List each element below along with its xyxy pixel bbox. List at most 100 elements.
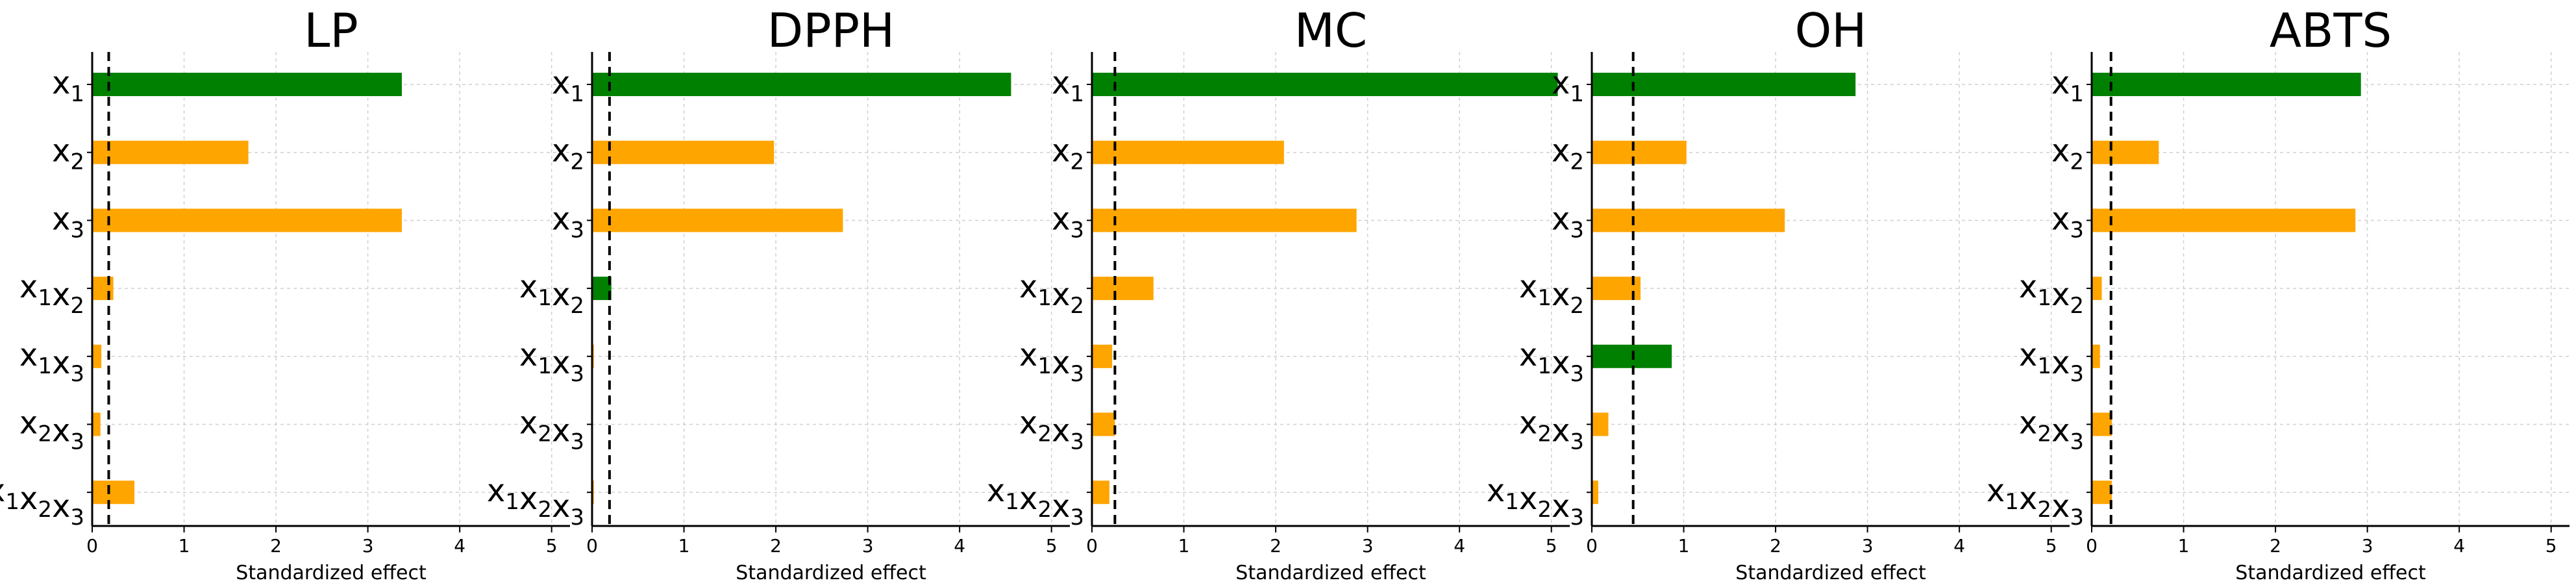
bar-mc-5 [1092,344,1113,368]
bar-abts-1 [2092,73,2361,96]
y-tick-label: x1 [552,65,584,107]
y-tick-label: x2 [2051,133,2084,175]
bar-mc-1 [1092,73,1558,96]
y-tick-label: x1x2 [2019,269,2084,319]
y-tick-label: x3 [1052,201,1084,243]
x-tick-label: 0 [586,535,598,556]
panel-title: LP [304,3,358,58]
bar-abts-2 [2092,140,2159,164]
y-tick-label: x1x3 [2019,337,2084,387]
x-tick-label: 5 [1546,535,1557,556]
y-tick-label: x2x3 [19,405,84,455]
panel-title: ABTS [2270,3,2392,58]
y-tick-label: x1x2 [1519,269,1584,319]
x-tick-label: 4 [1454,535,1465,556]
x-tick-label: 3 [362,535,374,556]
x-tick-label: 1 [1178,535,1190,556]
y-tick-label: x1 [2051,65,2084,107]
x-axis-label: Standardized effect [736,562,926,584]
bar-oh-7 [1592,481,1598,505]
x-tick-label: 2 [270,535,282,556]
bar-mc-7 [1092,481,1109,505]
bar-abts-7 [2092,481,2112,505]
y-tick-label: x1x3 [1019,337,1084,387]
y-tick-label: x2x3 [1519,405,1584,455]
y-tick-label: x1x2x3 [0,473,84,531]
x-tick-label: 0 [2086,535,2098,556]
bar-dpph-4 [592,277,612,301]
y-tick-label: x1x2x3 [1987,473,2084,531]
x-tick-label: 5 [2545,535,2557,556]
y-tick-label: x1 [1052,65,1084,107]
bar-mc-4 [1092,277,1154,301]
x-tick-label: 2 [2270,535,2281,556]
bar-mc-6 [1092,412,1115,436]
bar-dpph-1 [592,73,1011,96]
bar-lp-7 [92,481,135,505]
bar-lp-4 [92,277,114,301]
x-tick-label: 3 [2362,535,2373,556]
bar-lp-2 [92,140,249,164]
y-tick-label: x1 [52,65,84,107]
y-tick-label: x2 [1052,133,1084,175]
x-axis-label: Standardized effect [2235,562,2426,584]
x-tick-label: 2 [1270,535,1282,556]
x-tick-label: 3 [1862,535,1874,556]
y-tick-label: x2 [52,133,84,175]
y-tick-label: x2x3 [1019,405,1084,455]
x-tick-label: 5 [2046,535,2057,556]
x-tick-label: 4 [954,535,965,556]
x-tick-label: 1 [678,535,690,556]
panel-title: OH [1795,3,1867,58]
x-tick-label: 1 [1678,535,1690,556]
x-axis-label: Standardized effect [1735,562,1926,584]
x-tick-label: 1 [2178,535,2190,556]
x-tick-label: 5 [546,535,558,556]
bar-oh-5 [1592,344,1672,368]
x-tick-label: 0 [1086,535,1098,556]
panel-title: DPPH [767,3,895,58]
x-tick-label: 4 [454,535,465,556]
y-tick-label: x1x2x3 [1487,473,1584,531]
y-tick-label: x1 [1552,65,1584,107]
x-tick-label: 3 [862,535,874,556]
bar-lp-5 [92,344,102,368]
y-tick-label: x1x2x3 [987,473,1084,531]
x-tick-label: 4 [1953,535,1965,556]
y-tick-label: x3 [1552,201,1584,243]
y-tick-label: x1x2 [19,269,84,319]
bar-mc-2 [1092,140,1284,164]
y-tick-label: x1x3 [519,337,584,387]
x-axis-label: Standardized effect [1235,562,1426,584]
bar-dpph-3 [592,208,843,232]
y-tick-label: x1x2 [519,269,584,319]
x-tick-label: 4 [2453,535,2465,556]
bar-abts-3 [2092,208,2356,232]
y-tick-label: x2x3 [2019,405,2084,455]
bar-abts-5 [2092,344,2100,368]
bar-oh-1 [1592,73,1856,96]
x-tick-label: 3 [1362,535,1374,556]
y-tick-label: x3 [52,201,84,243]
bar-lp-3 [92,208,402,232]
bar-oh-2 [1592,140,1687,164]
y-tick-label: x3 [552,201,584,243]
bar-dpph-2 [592,140,774,164]
y-tick-label: x1x2 [1019,269,1084,319]
bar-mc-3 [1092,208,1357,232]
y-tick-label: x1x3 [19,337,84,387]
y-tick-label: x2 [552,133,584,175]
x-tick-label: 0 [1586,535,1598,556]
x-tick-label: 2 [1770,535,1781,556]
bar-oh-3 [1592,208,1785,232]
bar-oh-6 [1592,412,1609,436]
x-tick-label: 0 [86,535,98,556]
panel-title: MC [1294,3,1367,58]
y-tick-label: x1x3 [1519,337,1584,387]
